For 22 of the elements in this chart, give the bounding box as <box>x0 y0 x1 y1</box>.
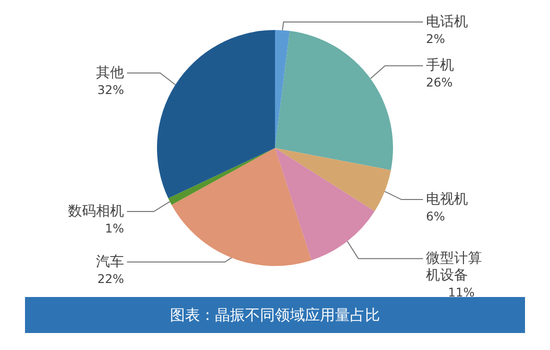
text: 图表：晶振不同领域应用量占比 <box>170 306 380 324</box>
data-label: 32% <box>97 82 124 97</box>
data-label: 2% <box>426 32 446 46</box>
slice-label: 微型计算机设备 <box>426 250 482 284</box>
data-label: 6% <box>426 210 446 224</box>
slice-label: 手机 <box>426 58 454 74</box>
pie-slice <box>172 148 312 266</box>
pie-slice <box>168 148 275 205</box>
slice-label: 数码相机 <box>68 204 124 220</box>
data-label: 1% <box>104 222 124 236</box>
slice-label: 电话机 <box>426 14 468 30</box>
slice-label: 汽车 <box>96 254 124 270</box>
pie-slice <box>275 30 393 170</box>
slice-label: 其他 <box>96 64 124 81</box>
data-label: 11% <box>448 286 475 300</box>
pie-slice <box>275 148 375 260</box>
pie-slice <box>275 30 290 148</box>
pie-slice <box>275 148 391 212</box>
slice-label: 电视机 <box>426 192 468 208</box>
data-label: 26% <box>426 76 453 90</box>
data-label: 22% <box>97 272 124 286</box>
pie-slice <box>157 30 275 198</box>
